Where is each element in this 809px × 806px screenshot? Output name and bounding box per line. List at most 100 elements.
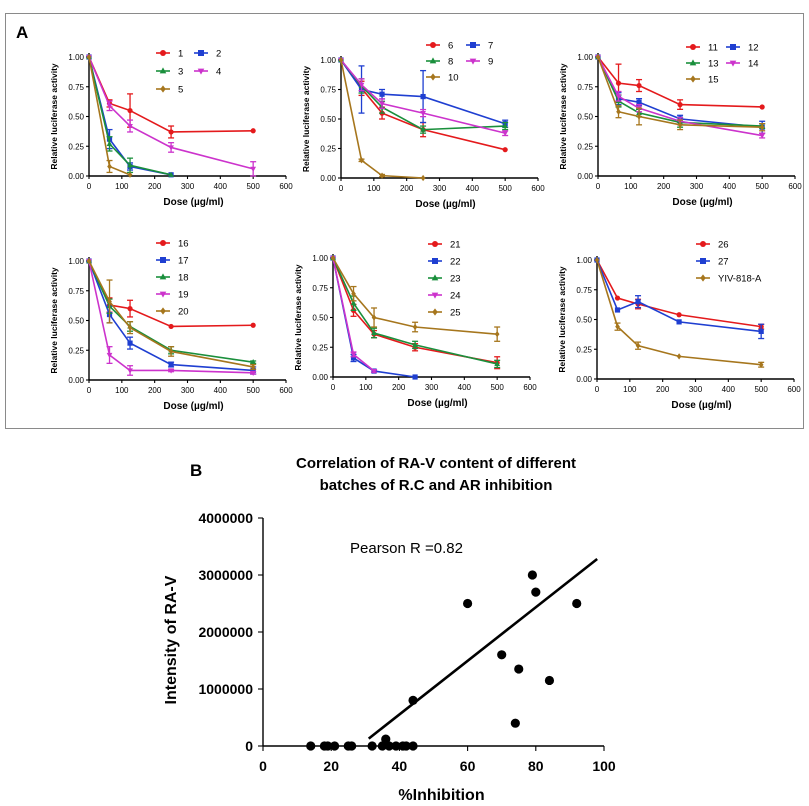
y-tick-label: 0.50	[68, 113, 84, 122]
x-tick-label: 100	[115, 182, 129, 191]
y-tick-label: 0.00	[576, 375, 592, 384]
x-tick-label: 200	[657, 182, 671, 191]
legend-label: 6	[448, 41, 453, 52]
scatter-point	[408, 695, 418, 706]
y-tick-label: 0.50	[320, 115, 336, 124]
dose-response-chart-5: 0 100 200 300 400 500 600 0.00 0.25 0.50 0.75 1.00 D…	[293, 240, 537, 410]
y-tick-label: 0.50	[312, 314, 328, 323]
legend-label: YIV-818-A	[718, 274, 762, 285]
data-point	[106, 352, 113, 359]
x-tick-label: 400	[214, 182, 228, 191]
data-point	[595, 53, 601, 61]
panel-a-letter: A	[16, 23, 28, 42]
data-point	[420, 111, 426, 117]
legend-marker	[160, 307, 166, 315]
x-axis-title: Dose (µg/ml)	[672, 197, 732, 208]
legend-marker	[432, 258, 438, 264]
y-tick-label: 0.25	[576, 345, 592, 354]
legend-marker	[430, 42, 436, 48]
x-tick-label: 600	[787, 385, 801, 394]
legend-marker	[431, 292, 439, 299]
y-tick-label: 2000000	[198, 624, 253, 640]
x-axis-title: Dose (µg/ml)	[415, 199, 475, 210]
x-tick-label: 60	[460, 758, 476, 774]
legend-label: 21	[450, 240, 461, 251]
x-tick-label: 100	[592, 758, 616, 774]
y-tick-label: 1000000	[198, 681, 253, 697]
scatter-point	[384, 741, 394, 751]
data-point	[759, 133, 766, 139]
data-point	[359, 157, 364, 164]
series-21: 21	[330, 240, 501, 370]
x-tick-label: 0	[596, 182, 601, 191]
scatter-point	[347, 741, 357, 751]
data-point	[758, 361, 764, 368]
legend-label: 13	[708, 59, 719, 70]
x-tick-label: 600	[531, 184, 545, 193]
data-point	[250, 322, 256, 328]
data-point	[127, 107, 133, 114]
legend-marker	[159, 291, 167, 298]
data-point	[676, 353, 682, 360]
x-tick-label: 100	[367, 184, 381, 193]
scatter-point	[510, 718, 520, 728]
x-tick-label: 0	[87, 182, 92, 191]
data-point	[494, 331, 500, 338]
legend-marker	[430, 73, 436, 81]
y-axis-title: Relative luciferase activity	[557, 266, 567, 373]
x-tick-label: 100	[359, 383, 373, 392]
y-axis-title: Relative luciferase activity	[558, 63, 568, 170]
data-point	[379, 101, 385, 107]
data-point	[371, 368, 377, 375]
x-tick-label: 200	[392, 383, 406, 392]
legend-label: 27	[718, 257, 729, 268]
scatter-point	[514, 664, 524, 674]
y-tick-label: 1.00	[576, 256, 592, 265]
y-tick-label: 0.75	[312, 284, 328, 293]
y-tick-label: 0.50	[68, 317, 84, 326]
legend-marker	[700, 258, 706, 264]
correlation-chart: Correlation of RA-V content of different…	[163, 455, 616, 804]
data-point	[636, 113, 642, 120]
scatter-point	[401, 741, 411, 751]
y-tick-label: 0.75	[68, 83, 84, 92]
legend-marker	[197, 68, 205, 75]
y-tick-label: 0.25	[577, 142, 593, 151]
data-point	[250, 370, 257, 376]
data-point	[615, 94, 622, 100]
y-axis-title: Relative luciferase activity	[293, 264, 303, 371]
y-tick-label: 0.75	[576, 286, 592, 295]
x-tick-label: 200	[148, 386, 162, 395]
legend-label: 12	[748, 43, 759, 54]
series-line	[88, 260, 254, 328]
legend-label: 16	[178, 239, 189, 250]
scatter-point	[377, 741, 387, 751]
data-point	[615, 80, 622, 86]
x-tick-label: 0	[259, 758, 267, 774]
legend-marker	[470, 42, 476, 48]
legend-label: 24	[450, 291, 461, 302]
data-point	[250, 359, 257, 365]
y-tick-label: 1.00	[68, 53, 84, 62]
series-25: 25	[330, 254, 501, 342]
scatter-point	[527, 570, 537, 580]
data-point	[420, 174, 426, 182]
y-tick-label: 0.50	[577, 113, 593, 122]
legend-label: 3	[178, 67, 183, 78]
data-point	[107, 298, 112, 305]
data-point	[615, 323, 620, 330]
data-point	[614, 295, 621, 301]
x-tick-label: 400	[214, 386, 228, 395]
data-point	[676, 312, 682, 318]
y-tick-label: 3000000	[198, 567, 253, 583]
x-tick-label: 200	[656, 385, 670, 394]
y-tick-label: 1.00	[320, 56, 336, 65]
scatter-point	[544, 675, 555, 686]
dose-response-chart-4: 0 100 200 300 400 500 600 0.00 0.25 0.50 0.75 1.00 D…	[49, 239, 293, 413]
series-line	[88, 56, 254, 133]
data-point	[350, 300, 357, 306]
panel-a-frame	[5, 13, 804, 429]
scatter-point	[306, 741, 316, 751]
series-20: 20	[86, 257, 257, 371]
legend-label: 26	[718, 240, 729, 251]
